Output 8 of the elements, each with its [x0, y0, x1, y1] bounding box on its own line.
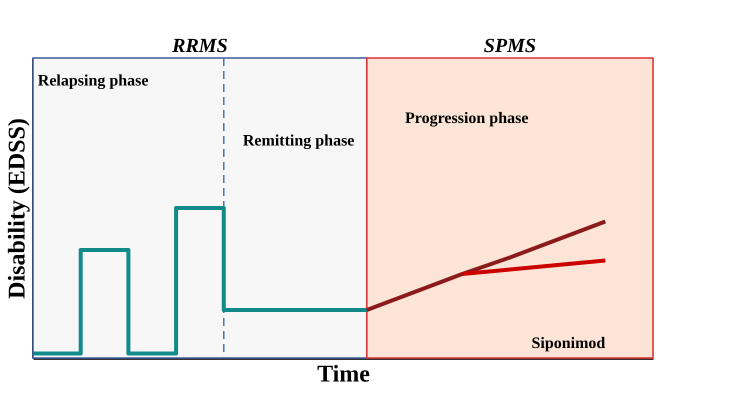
x-axis-title: Time — [317, 362, 370, 388]
text: Relapsing phase — [38, 72, 148, 90]
text: Progression phase — [405, 110, 528, 127]
y-axis-title: Disability (EDSS) — [4, 118, 30, 299]
text: SPMS — [484, 35, 536, 57]
text: RRMS — [171, 35, 228, 57]
annotation: Siponimod — [531, 335, 606, 352]
text: Remitting phase — [242, 132, 354, 150]
